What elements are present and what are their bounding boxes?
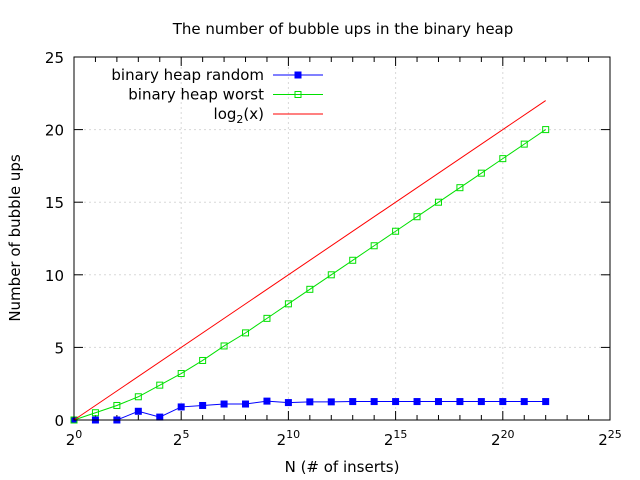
- y-tick-label: 20: [45, 122, 64, 140]
- data-point: [542, 398, 550, 406]
- y-tick-label: 15: [45, 194, 64, 212]
- series-1: [70, 126, 550, 424]
- data-point: [477, 169, 485, 177]
- data-point: [370, 398, 378, 406]
- data-point: [349, 256, 357, 264]
- legend-label: binary heap worst: [128, 86, 264, 104]
- x-tick-exponent: 20: [501, 428, 515, 441]
- y-tick-label: 10: [45, 267, 64, 285]
- legend-label: log2(x): [214, 105, 264, 126]
- data-point: [134, 407, 142, 415]
- data-point: [434, 198, 442, 206]
- data-point: [134, 393, 142, 401]
- data-point: [520, 140, 528, 148]
- series-line: [73, 129, 546, 421]
- y-axis-ticks: 0 5 10 15 20 25: [45, 49, 610, 430]
- data-point: [306, 398, 314, 406]
- x-tick-label: 225: [598, 428, 622, 449]
- data-point: [499, 155, 507, 163]
- data-point: [113, 401, 121, 409]
- x-tick-exponent: 10: [286, 428, 300, 441]
- x-tick-base: 2: [277, 431, 287, 449]
- data-point: [156, 413, 164, 421]
- data-point: [392, 398, 400, 406]
- x-tick-exponent: 15: [393, 428, 407, 441]
- data-point: [91, 409, 99, 417]
- data-point: [220, 342, 228, 350]
- data-point: [199, 356, 207, 364]
- data-point: [327, 398, 335, 406]
- data-point: [284, 399, 292, 407]
- x-tick-label: 25: [173, 428, 190, 449]
- data-point: [284, 300, 292, 308]
- legend-label-rest: (x): [243, 105, 264, 123]
- legend-label-base: log: [214, 105, 237, 123]
- data-point: [306, 285, 314, 293]
- data-point: [477, 398, 485, 406]
- legend-label-subscript: 2: [236, 113, 243, 126]
- data-point: [499, 398, 507, 406]
- plot-frame: [73, 56, 611, 421]
- x-tick-exponent: 0: [75, 428, 82, 441]
- x-tick-exponent: 5: [182, 428, 189, 441]
- data-point: [177, 370, 185, 378]
- x-tick-exponent: 25: [608, 428, 622, 441]
- data-point: [177, 403, 185, 411]
- data-point: [434, 398, 442, 406]
- data-point: [327, 271, 335, 279]
- legend-label: binary heap random: [111, 66, 264, 84]
- data-point: [370, 242, 378, 250]
- x-tick-base: 2: [384, 431, 394, 449]
- legend-marker: [294, 91, 302, 98]
- x-tick-base: 2: [66, 431, 76, 449]
- data-point: [263, 314, 271, 322]
- x-tick-label: 210: [277, 428, 301, 449]
- data-point: [242, 329, 250, 337]
- x-axis-ticks: 20 25 210 215 220 225: [66, 57, 622, 449]
- chart-title: The number of bubble ups in the binary h…: [172, 20, 514, 38]
- data-point: [456, 398, 464, 406]
- x-tick-base: 2: [491, 431, 501, 449]
- data-point: [349, 398, 357, 406]
- data-point: [156, 381, 164, 389]
- legend: binary heap random binary heap worstlog2(…: [111, 66, 323, 126]
- data-point: [520, 398, 528, 406]
- data-point: [263, 397, 271, 405]
- data-point: [456, 184, 464, 192]
- legend-marker: [294, 71, 302, 79]
- data-point: [413, 398, 421, 406]
- data-point: [413, 213, 421, 221]
- y-tick-label: 0: [54, 412, 64, 430]
- x-tick-label: 20: [66, 428, 83, 449]
- series-2: [73, 100, 546, 421]
- x-tick-label: 215: [384, 428, 408, 449]
- data-point: [199, 401, 207, 409]
- data-point: [542, 126, 550, 134]
- grid-lines: [74, 57, 610, 420]
- x-tick-label: 220: [491, 428, 515, 449]
- data-point: [220, 400, 228, 408]
- series-layer: [70, 100, 550, 424]
- y-axis-label: Number of bubble ups: [6, 154, 24, 322]
- x-axis-label: N (# of inserts): [285, 458, 400, 476]
- x-tick-base: 2: [173, 431, 183, 449]
- x-tick-base: 2: [598, 431, 608, 449]
- data-point: [392, 227, 400, 235]
- y-tick-label: 5: [54, 339, 64, 357]
- y-tick-label: 25: [45, 49, 64, 67]
- data-point: [242, 400, 250, 408]
- series-line: [73, 100, 546, 421]
